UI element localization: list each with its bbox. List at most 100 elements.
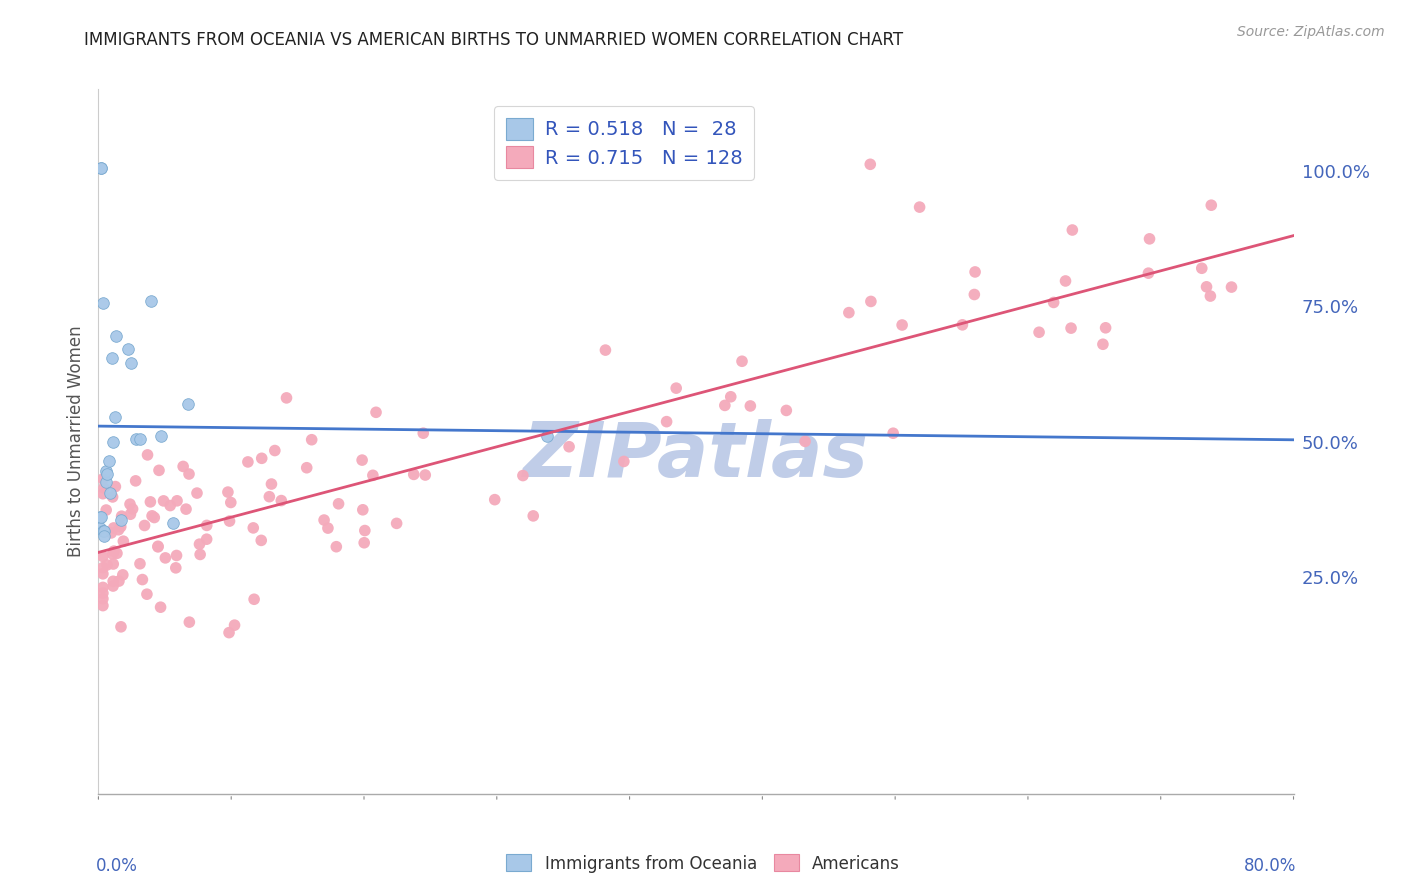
Point [103, 557, 125, 571]
Point [105, 546, 128, 560]
Point [139, 293, 162, 308]
Point [731, 354, 754, 368]
Point [110, 620, 132, 634]
Point [1094, 320, 1116, 334]
Point [150, 429, 173, 443]
Point [141, 508, 163, 523]
Point [90, 161, 112, 175]
Point [177, 396, 200, 410]
Point [103, 521, 125, 535]
Point [1199, 289, 1222, 303]
Point [595, 343, 617, 357]
Point [402, 467, 425, 482]
Point [108, 574, 131, 588]
Point [179, 615, 201, 629]
Point [536, 429, 558, 443]
Point [295, 460, 318, 475]
Point [91, 560, 114, 574]
Y-axis label: Births to Unmarried Women: Births to Unmarried Women [66, 326, 84, 558]
Point [91, 566, 114, 581]
Point [101, 574, 124, 589]
Point [91, 581, 114, 595]
Point [110, 520, 132, 534]
Point [740, 399, 762, 413]
Point [1139, 232, 1161, 246]
Point [136, 448, 159, 462]
Point [107, 523, 129, 537]
Point [312, 513, 335, 527]
Point [149, 600, 172, 615]
Point [148, 463, 170, 477]
Point [352, 453, 374, 467]
Point [89, 510, 111, 524]
Point [120, 356, 142, 370]
Point [135, 587, 157, 601]
Point [775, 403, 797, 417]
Point [117, 343, 139, 357]
Point [952, 318, 974, 332]
Point [218, 514, 240, 528]
Point [96, 558, 118, 572]
Point [219, 495, 242, 509]
Point [1191, 261, 1213, 276]
Point [124, 474, 146, 488]
Point [1201, 198, 1223, 212]
Point [558, 440, 581, 454]
Point [104, 410, 127, 425]
Point [166, 493, 188, 508]
Point [139, 495, 162, 509]
Text: 80.0%: 80.0% [1243, 857, 1296, 875]
Point [195, 532, 218, 546]
Point [484, 492, 506, 507]
Point [328, 497, 350, 511]
Point [110, 513, 132, 527]
Point [91, 296, 114, 310]
Point [152, 494, 174, 508]
Point [101, 490, 124, 504]
Point [522, 508, 544, 523]
Point [91, 472, 114, 486]
Point [891, 318, 914, 332]
Point [159, 499, 181, 513]
Point [91, 591, 114, 606]
Point [963, 287, 986, 301]
Point [263, 443, 285, 458]
Legend: R = 0.518   N =  28, R = 0.715   N = 128: R = 0.518 N = 28, R = 0.715 N = 128 [495, 106, 754, 180]
Point [98, 486, 122, 500]
Point [195, 518, 218, 533]
Point [120, 508, 142, 522]
Point [118, 497, 141, 511]
Point [177, 467, 200, 481]
Point [165, 561, 187, 575]
Point [270, 493, 292, 508]
Point [101, 579, 124, 593]
Point [103, 544, 125, 558]
Point [94, 464, 117, 478]
Point [93, 481, 115, 495]
Text: Source: ZipAtlas.com: Source: ZipAtlas.com [1237, 25, 1385, 39]
Point [859, 294, 882, 309]
Point [188, 548, 211, 562]
Point [276, 391, 298, 405]
Point [89, 521, 111, 535]
Point [96, 467, 118, 481]
Point [146, 540, 169, 554]
Point [794, 434, 817, 449]
Point [105, 328, 128, 343]
Point [172, 459, 194, 474]
Point [143, 510, 166, 524]
Point [174, 502, 197, 516]
Point [121, 502, 143, 516]
Point [250, 451, 273, 466]
Point [218, 625, 240, 640]
Point [1054, 274, 1077, 288]
Text: IMMIGRANTS FROM OCEANIA VS AMERICAN BIRTHS TO UNMARRIED WOMEN CORRELATION CHART: IMMIGRANTS FROM OCEANIA VS AMERICAN BIRT… [84, 31, 904, 49]
Point [236, 455, 259, 469]
Point [353, 535, 375, 549]
Point [361, 468, 384, 483]
Point [129, 432, 152, 446]
Point [859, 157, 882, 171]
Point [316, 521, 339, 535]
Point [882, 426, 904, 441]
Point [91, 586, 114, 600]
